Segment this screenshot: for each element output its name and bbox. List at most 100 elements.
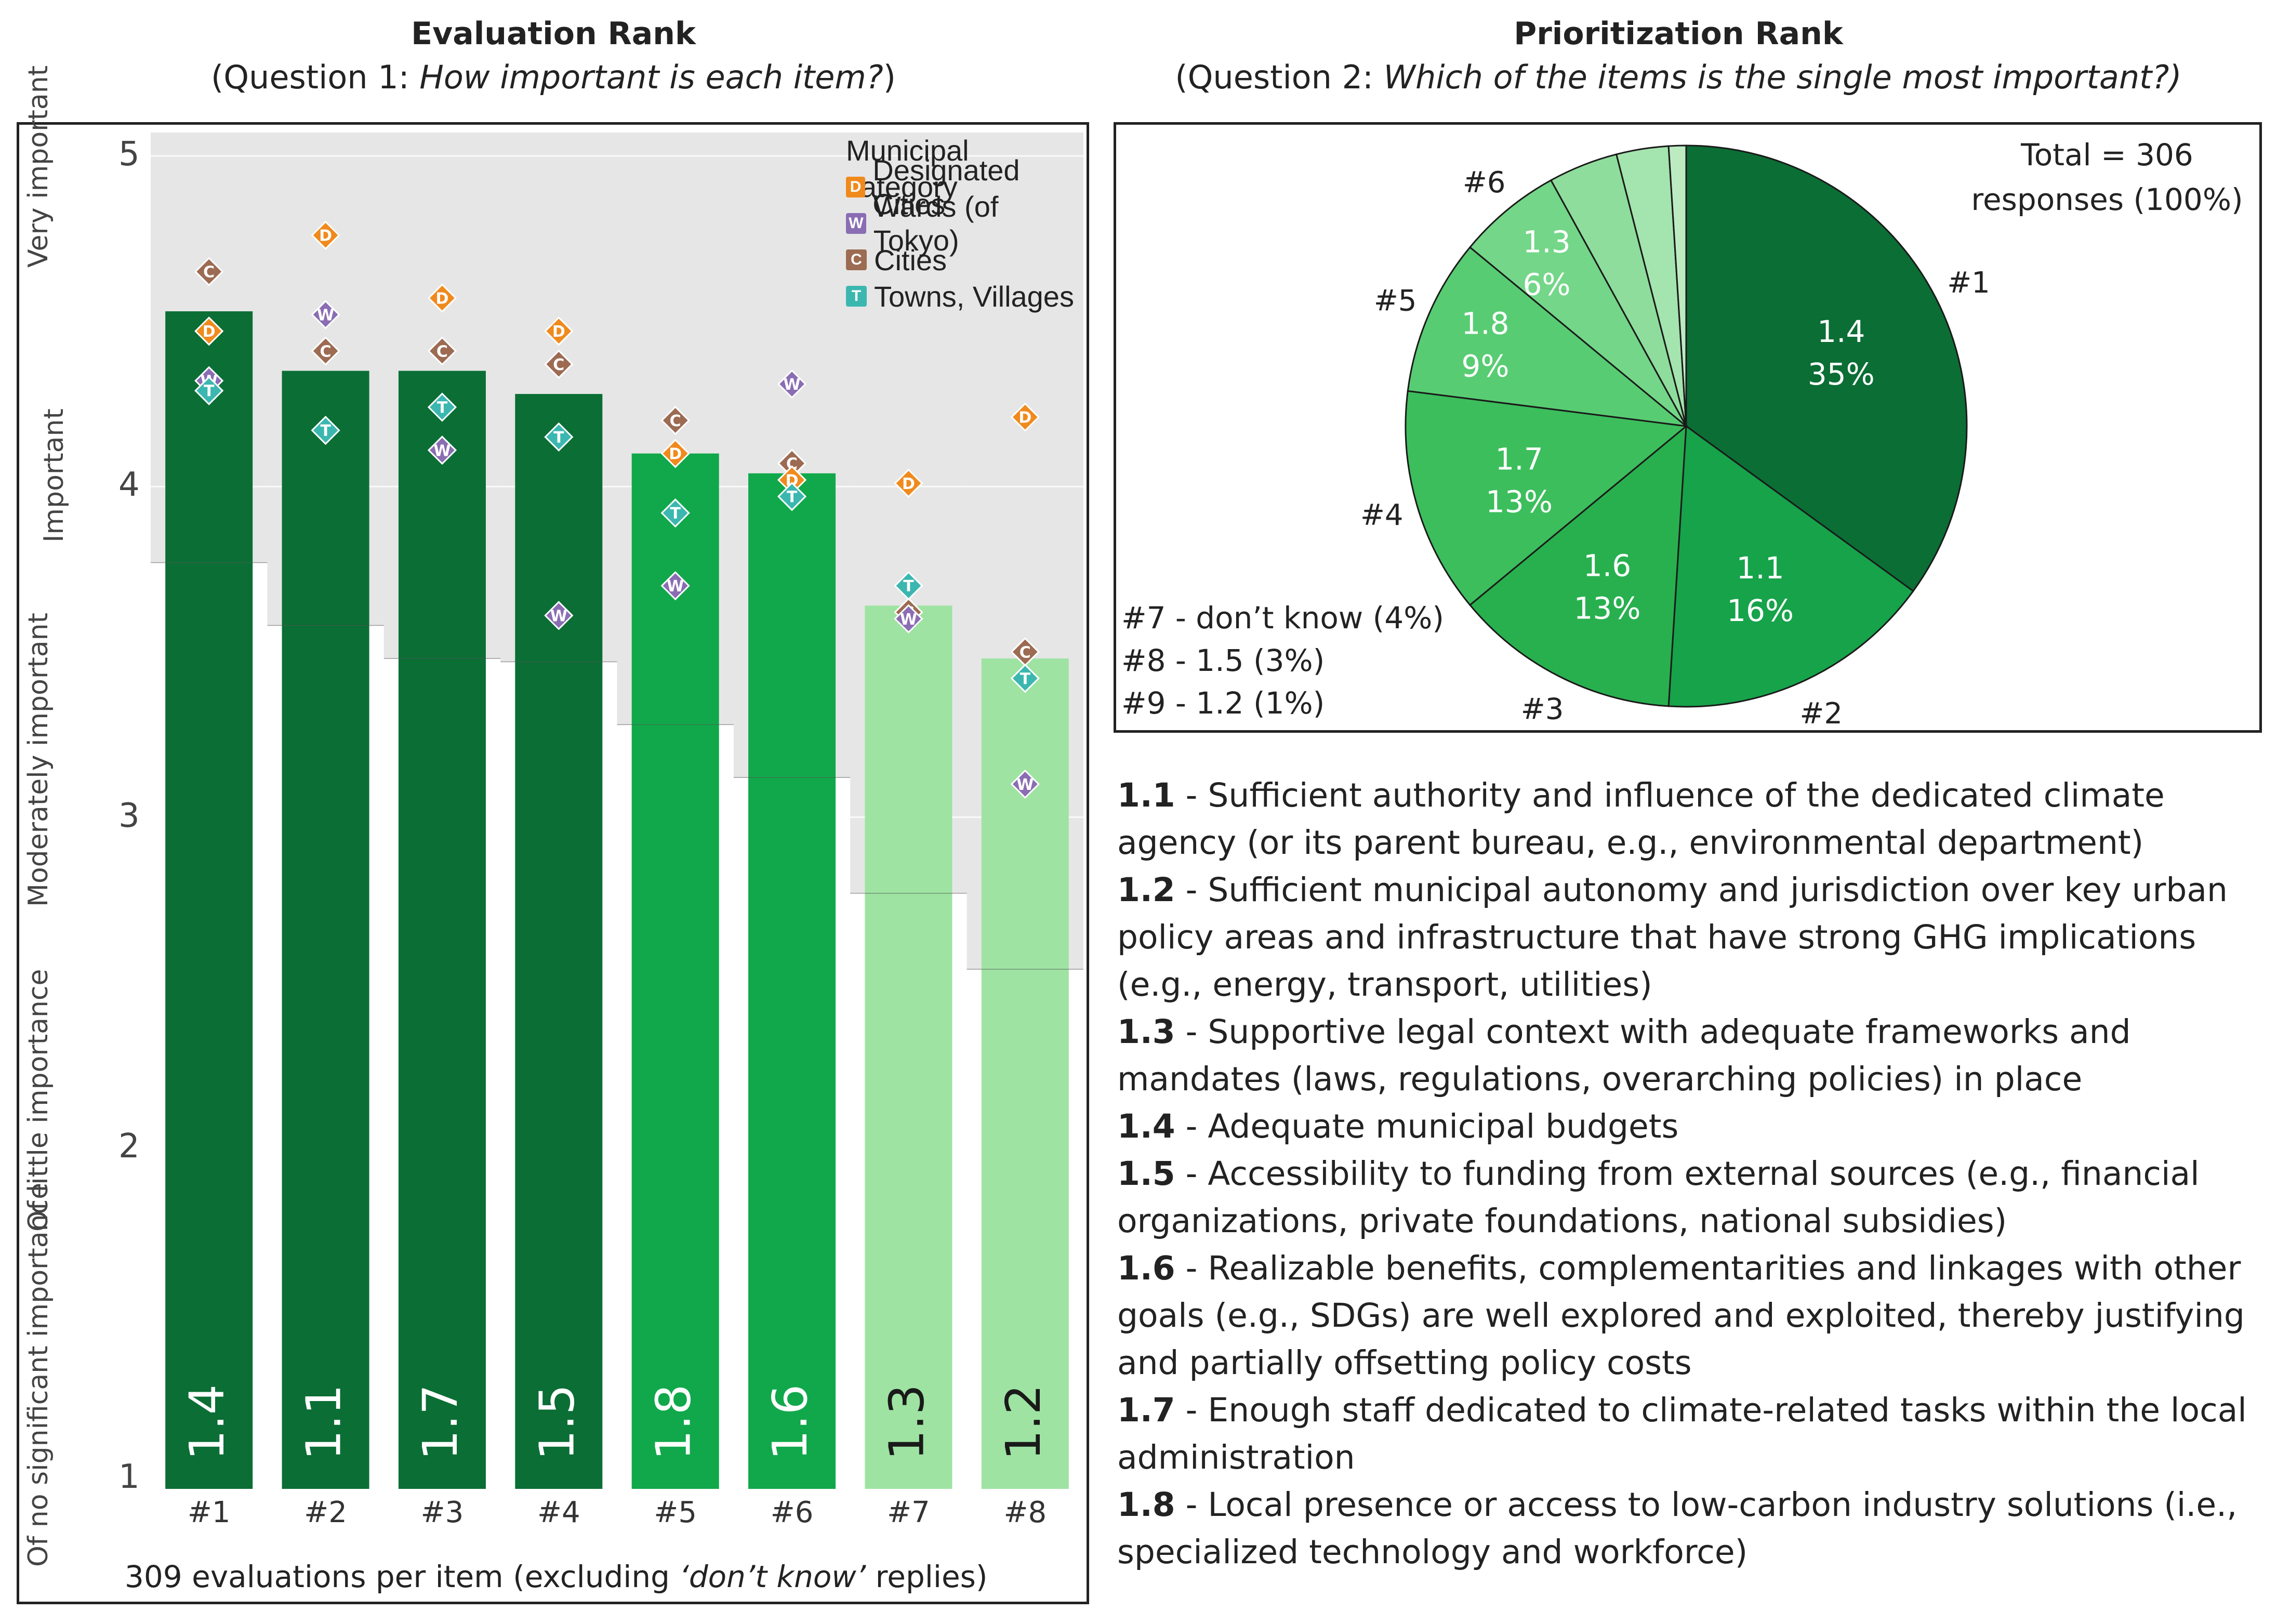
- small-slice-8: #8 - 1.5 (3%): [1121, 643, 1325, 678]
- x-tick-#3: #3: [420, 1496, 464, 1529]
- point-C-#4: C: [544, 349, 574, 379]
- footnote-prefix: 309 evaluations per item (excluding: [125, 1559, 680, 1594]
- y-tick-5: 5: [118, 135, 140, 174]
- point-W-#3: W: [427, 435, 457, 465]
- bar-label-1.5: 1.5: [529, 1384, 585, 1460]
- slice-pct-#1: 35%: [1808, 357, 1875, 392]
- bar-label-1.6: 1.6: [762, 1384, 818, 1460]
- bar-#6: [748, 473, 836, 1489]
- slice-pct-#5: 9%: [1461, 349, 1509, 384]
- x-tick-#2: #2: [304, 1496, 347, 1529]
- legend-title: Municipal category: [846, 134, 969, 203]
- y-tick-2: 2: [118, 1127, 140, 1166]
- description-text: - Supportive legal context with adequate…: [1117, 1013, 2131, 1098]
- svg-text:D: D: [902, 475, 915, 493]
- point-C-#1: C: [194, 257, 224, 286]
- svg-text:T: T: [787, 488, 798, 506]
- description-code: 1.5: [1117, 1155, 1175, 1193]
- point-W-#2: W: [311, 300, 340, 329]
- svg-text:T: T: [903, 577, 914, 596]
- svg-text:W: W: [1016, 776, 1034, 794]
- point-C-#5: C: [660, 405, 690, 435]
- slice-pct-#2: 16%: [1727, 593, 1794, 628]
- footnote-suffix: replies): [866, 1559, 988, 1594]
- point-W-#8: W: [1010, 769, 1040, 799]
- slice-#5: [1407, 246, 1689, 428]
- description-code: 1.6: [1117, 1249, 1175, 1287]
- description-1-7: 1.7 - Enough staff dedicated to climate-…: [1117, 1387, 2260, 1481]
- description-code: 1.7: [1117, 1391, 1175, 1429]
- slice-label-#6: 1.3: [1523, 224, 1570, 259]
- y-tick-4: 4: [118, 466, 140, 505]
- description-1-5: 1.5 - Accessibility to funding from exte…: [1117, 1150, 2260, 1245]
- point-T-#4: T: [544, 422, 574, 452]
- description-code: 1.8: [1117, 1486, 1175, 1524]
- bar-label-1.7: 1.7: [413, 1384, 468, 1460]
- evaluations-footnote: 309 evaluations per item (excluding ‘don…: [125, 1559, 988, 1594]
- bar-label-1.3: 1.3: [879, 1384, 934, 1460]
- svg-text:T: T: [320, 422, 331, 440]
- small-slice-9: #9 - 1.2 (1%): [1121, 685, 1325, 721]
- legend-item-designated-cities: D Designated Cities: [846, 154, 1085, 220]
- svg-text:C: C: [553, 356, 564, 374]
- slice-rank-#5: #5: [1374, 284, 1417, 318]
- svg-text:C: C: [320, 342, 332, 361]
- slice-#9: [1667, 144, 1687, 427]
- slice-#4: [1405, 390, 1688, 606]
- point-T-#2: T: [311, 415, 340, 445]
- description-code: 1.3: [1117, 1013, 1175, 1051]
- slice-#6: [1468, 179, 1687, 427]
- legend-swatch-c: C: [846, 249, 867, 270]
- description-text: - Enough staff dedicated to climate-rela…: [1117, 1391, 2247, 1476]
- x-tick-#4: #4: [537, 1496, 580, 1529]
- point-W-#7: W: [894, 604, 923, 633]
- right-subtitle-prefix: (Question 2:: [1175, 58, 1384, 96]
- right-panel-subtitle: (Question 2: Which of the items is the s…: [1112, 58, 2245, 96]
- left-panel-subtitle: (Question 1: How important is each item?…: [16, 58, 1091, 96]
- bar-#7: [865, 605, 952, 1489]
- left-chart-frame: [17, 122, 1089, 1604]
- bar-#1: [165, 311, 253, 1489]
- point-D-#5: D: [660, 439, 690, 468]
- description-code: 1.4: [1117, 1107, 1175, 1145]
- left-panel-title: Evaluation Rank: [411, 16, 696, 52]
- svg-text:W: W: [317, 306, 334, 324]
- point-D-#1: D: [194, 316, 224, 346]
- slice-label-#1: 1.4: [1817, 314, 1865, 349]
- description-1-3: 1.3 - Supportive legal context with adeq…: [1117, 1008, 2260, 1103]
- legend-item-wards: W Wards (of Tokyo): [846, 190, 1085, 257]
- slice-label-#5: 1.8: [1461, 306, 1509, 341]
- svg-text:C: C: [436, 342, 448, 361]
- point-T-#5: T: [660, 498, 690, 528]
- point-D-#8: D: [1010, 402, 1040, 432]
- bar-#4: [515, 394, 603, 1489]
- point-C-#3: C: [427, 336, 457, 366]
- description-code: 1.1: [1117, 776, 1175, 814]
- pie-total-line1: Total = 306: [2021, 137, 2193, 173]
- legend-swatch-d: D: [846, 177, 866, 197]
- pie-total: Total = 306 responses (100%): [1959, 133, 2255, 222]
- slice-label-#2: 1.1: [1736, 550, 1784, 586]
- svg-text:D: D: [203, 323, 216, 341]
- x-tick-#6: #6: [770, 1496, 814, 1529]
- point-T-#6: T: [777, 482, 807, 511]
- description-text: - Accessibility to funding from external…: [1117, 1155, 2200, 1240]
- svg-text:T: T: [553, 429, 564, 447]
- y-tick-3: 3: [118, 796, 140, 835]
- legend-label-c: Cities: [874, 243, 947, 276]
- point-D-#4: D: [544, 316, 574, 346]
- svg-text:C: C: [670, 412, 681, 430]
- description-text: - Adequate municipal budgets: [1175, 1107, 1679, 1145]
- legend-label-t: Towns, Villages: [874, 280, 1074, 313]
- item-descriptions: 1.1 - Sufficient authority and influence…: [1117, 772, 2260, 1576]
- point-D-#3: D: [427, 283, 457, 313]
- right-pie-frame: [1114, 122, 2262, 733]
- right-subtitle-question: Which of the items is the single most im…: [1383, 58, 2182, 96]
- point-C-#2: C: [311, 336, 340, 366]
- slice-pct-#6: 6%: [1523, 267, 1571, 302]
- footnote-italic: ‘don’t know’: [679, 1559, 866, 1594]
- point-T-#7: T: [894, 571, 923, 601]
- slice-#1: [1685, 144, 1968, 592]
- point-W-#5: W: [660, 571, 690, 601]
